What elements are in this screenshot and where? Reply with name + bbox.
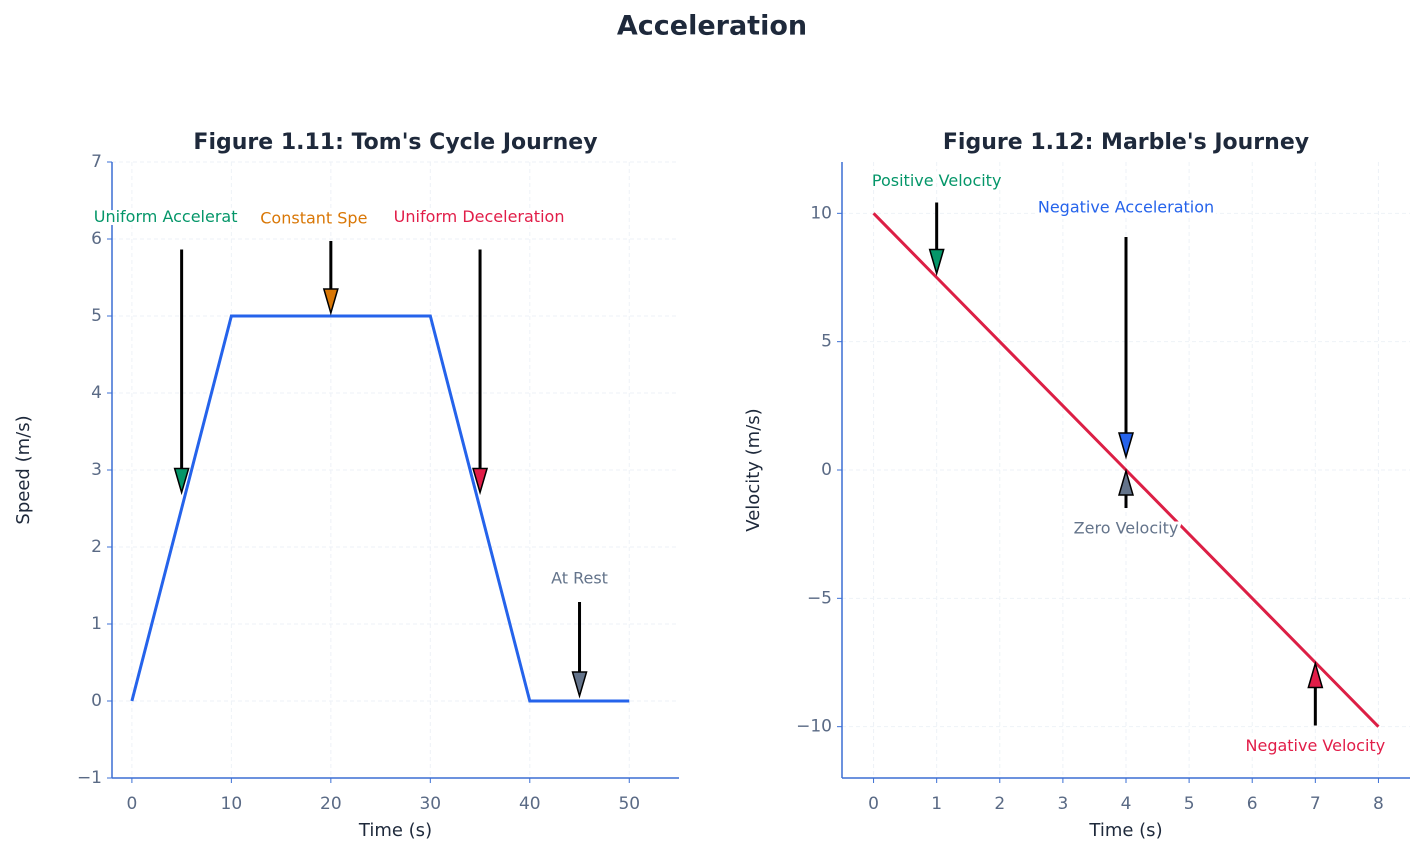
annotation-arrowhead <box>1118 468 1134 496</box>
annotation-arrowhead <box>928 248 945 277</box>
x-tick-label: 8 <box>1373 794 1384 814</box>
x-tick-label: 2 <box>994 794 1005 814</box>
y-axis-label: Velocity (m/s) <box>743 408 764 531</box>
y-tick-label: 7 <box>91 152 102 172</box>
y-tick-label: 1 <box>91 614 102 634</box>
figure-title: Acceleration <box>617 11 807 42</box>
x-tick-label: 0 <box>868 794 879 814</box>
x-tick-label: 10 <box>221 794 243 814</box>
x-tick-label: 20 <box>320 794 342 814</box>
x-axis-label: Time (s) <box>358 820 432 841</box>
x-tick-label: 3 <box>1057 794 1068 814</box>
chart-title: Figure 1.12: Marble's Journey <box>943 130 1309 155</box>
annotation-arrowhead <box>1307 660 1324 689</box>
annotation-text: Negative Acceleration <box>1038 198 1214 217</box>
y-tick-label: 3 <box>91 460 102 480</box>
y-tick-label: 5 <box>821 332 832 352</box>
annotation-arrowhead <box>1118 432 1134 460</box>
annotation-text: Uniform Deceleration <box>394 207 565 226</box>
y-tick-label: −1 <box>77 768 102 788</box>
x-tick-label: 4 <box>1121 794 1132 814</box>
y-tick-label: 4 <box>91 383 102 403</box>
y-tick-label: 0 <box>821 460 832 480</box>
y-tick-label: −5 <box>807 588 832 608</box>
data-line <box>130 314 630 703</box>
y-tick-label: −10 <box>796 717 832 737</box>
annotation-text: Negative Velocity <box>1246 736 1386 755</box>
x-tick-label: 7 <box>1310 794 1321 814</box>
annotation-text: Zero Velocity <box>1074 519 1179 538</box>
x-tick-label: 1 <box>931 794 942 814</box>
y-axis-label: Speed (m/s) <box>13 415 34 524</box>
x-tick-label: 5 <box>1184 794 1195 814</box>
y-tick-label: 6 <box>91 229 102 249</box>
x-axis-label: Time (s) <box>1088 820 1162 841</box>
annotation-arrowhead <box>322 288 339 316</box>
annotation-text: Constant Spe <box>260 209 367 228</box>
annotation-text: Uniform Accelerat <box>94 207 238 226</box>
annotation-arrowhead <box>173 467 190 496</box>
chart-title: Figure 1.11: Tom's Cycle Journey <box>193 130 597 155</box>
annotation-arrowhead <box>472 467 489 496</box>
y-tick-label: 5 <box>91 306 102 326</box>
x-tick-label: 50 <box>618 794 640 814</box>
annotation-text: At Rest <box>551 569 608 588</box>
x-tick-label: 40 <box>519 794 541 814</box>
x-tick-label: 0 <box>126 794 137 814</box>
y-tick-label: 0 <box>91 691 102 711</box>
x-tick-label: 6 <box>1247 794 1258 814</box>
y-tick-label: 2 <box>91 537 102 557</box>
annotation-arrowhead <box>571 671 588 699</box>
annotation-text: Positive Velocity <box>872 171 1002 190</box>
y-tick-label: 10 <box>810 203 832 223</box>
x-tick-label: 30 <box>419 794 441 814</box>
